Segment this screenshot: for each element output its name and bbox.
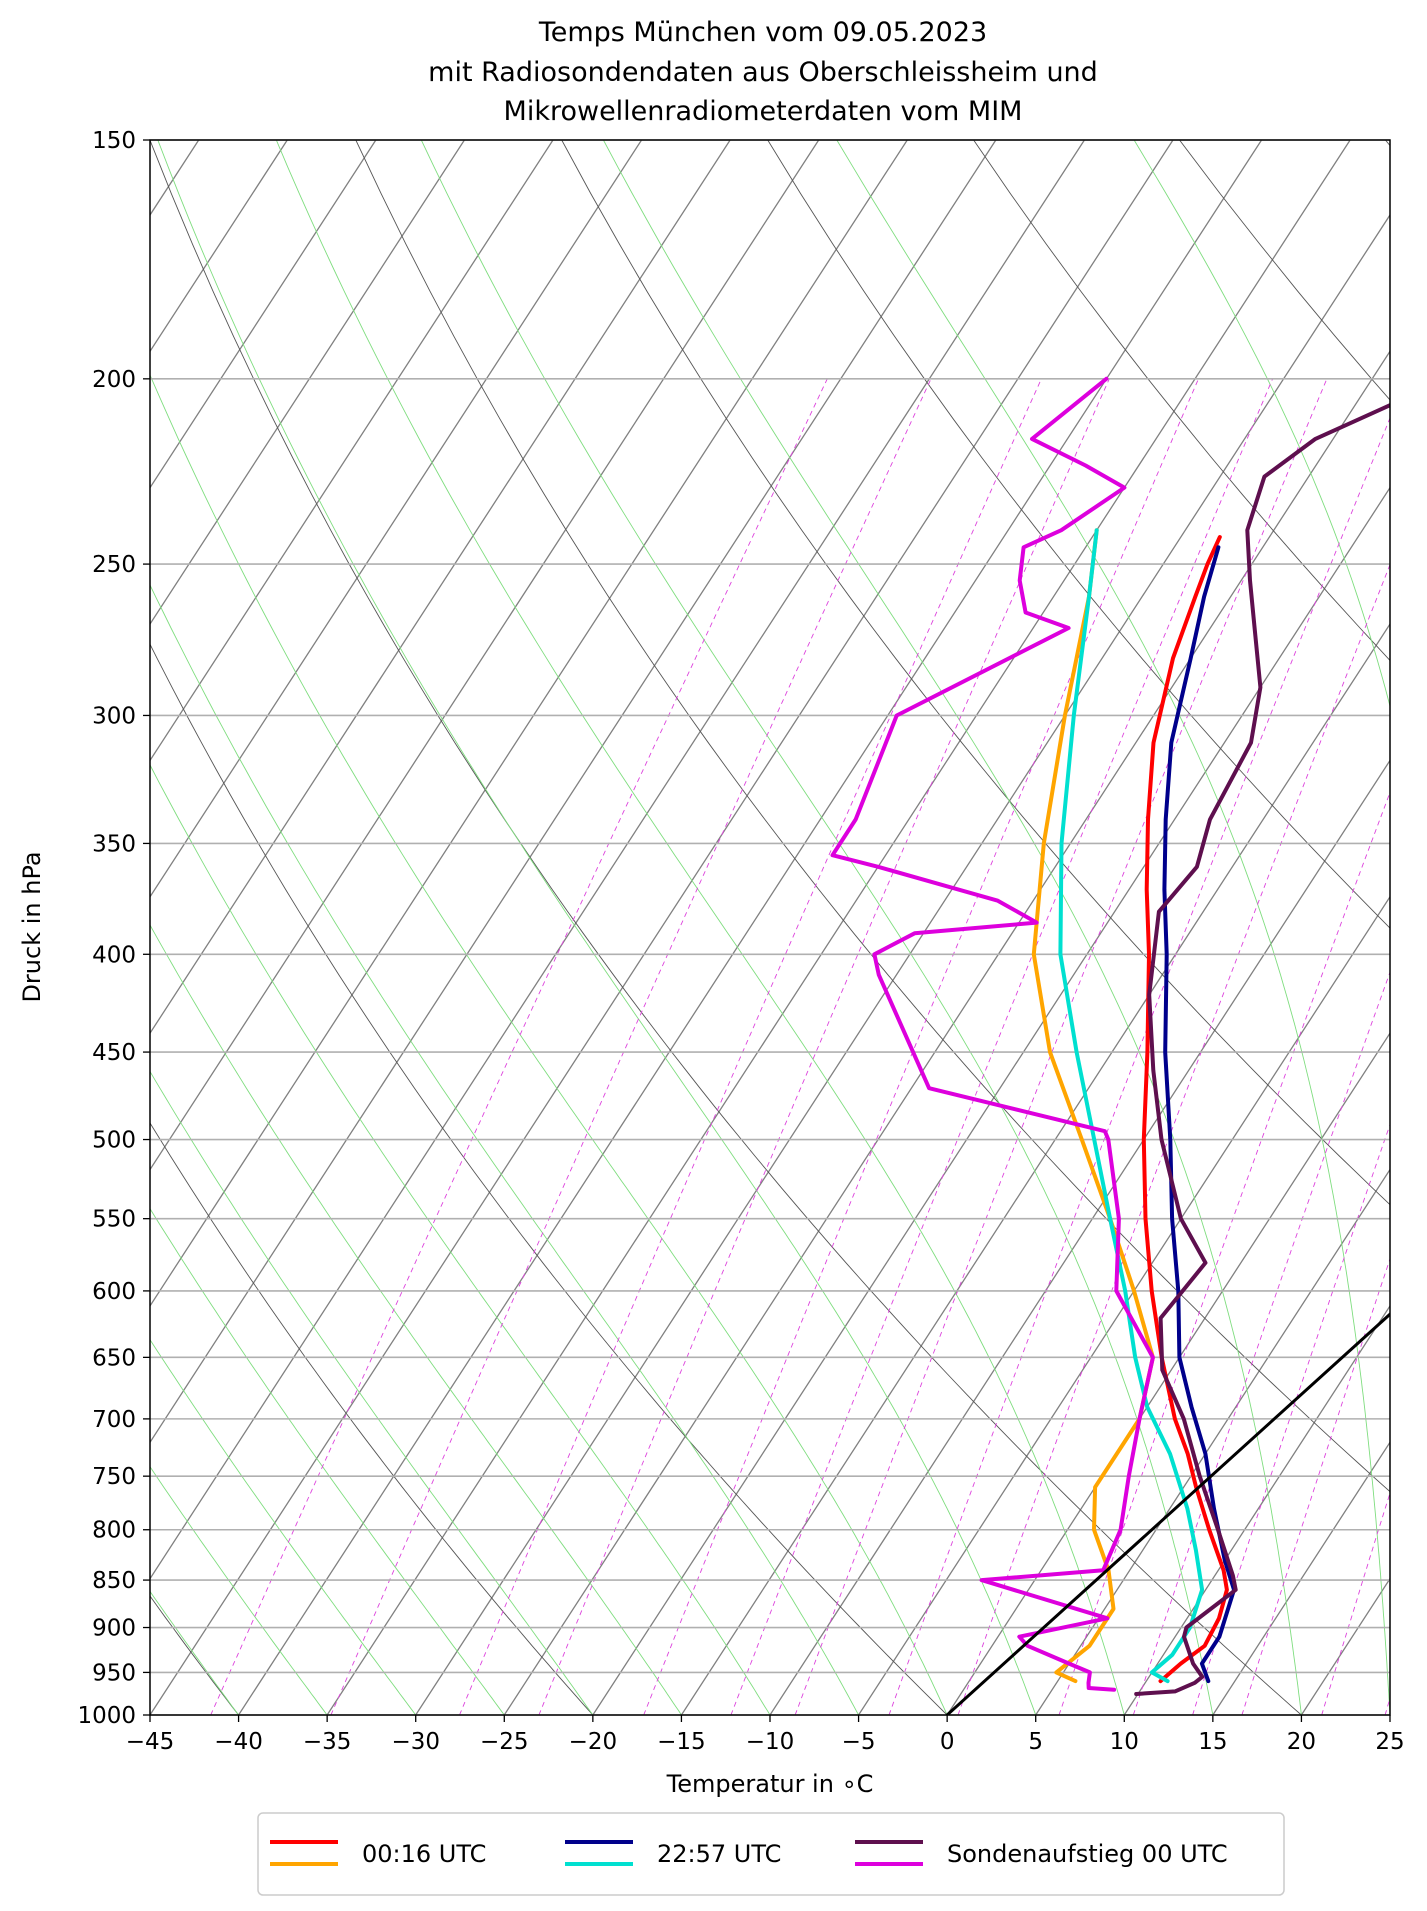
y-tick-label: 650 xyxy=(92,1345,136,1371)
x-tick-label: −20 xyxy=(569,1729,618,1755)
y-tick-label: 600 xyxy=(92,1279,136,1305)
y-axis-label: Druck in hPa xyxy=(18,851,46,1002)
x-tick-label: 20 xyxy=(1287,1729,1316,1755)
y-tick-label: 550 xyxy=(92,1207,136,1233)
y-tick-label: 1000 xyxy=(77,1703,136,1729)
y-tick-label: 700 xyxy=(92,1407,136,1433)
y-tick-label: 450 xyxy=(92,1040,136,1066)
y-tick-label: 500 xyxy=(92,1128,136,1154)
x-tick-label: 15 xyxy=(1198,1729,1227,1755)
x-tick-label: −15 xyxy=(657,1729,706,1755)
y-tick-label: 850 xyxy=(92,1568,136,1594)
y-tick-label: 350 xyxy=(92,831,136,857)
x-tick-label: −40 xyxy=(214,1729,263,1755)
x-axis-label: Temperatur in ∘C xyxy=(666,1770,874,1798)
x-tick-label: −45 xyxy=(126,1729,175,1755)
chart-title-line-3: Mikrowellenradiometerdaten vom MIM xyxy=(504,96,1023,127)
y-tick-label: 800 xyxy=(92,1518,136,1544)
y-tick-label: 750 xyxy=(92,1464,136,1490)
y-tick-label: 300 xyxy=(92,703,136,729)
chart-title-line-1: Temps München vom 09.05.2023 xyxy=(538,17,987,48)
x-tick-label: 0 xyxy=(940,1729,955,1755)
y-tick-label: 950 xyxy=(92,1660,136,1686)
x-tick-label: −5 xyxy=(842,1729,876,1755)
x-tick-label: 25 xyxy=(1375,1729,1404,1755)
legend-label: Sondenaufstieg 00 UTC xyxy=(947,1840,1228,1868)
x-tick-label: −25 xyxy=(480,1729,529,1755)
x-tick-label: −35 xyxy=(303,1729,352,1755)
y-tick-label: 150 xyxy=(92,128,136,154)
y-tick-label: 200 xyxy=(92,367,136,393)
chart-title-line-2: mit Radiosondendaten aus Oberschleisshei… xyxy=(428,57,1098,88)
legend-label: 00:16 UTC xyxy=(362,1840,486,1868)
x-tick-label: −30 xyxy=(391,1729,440,1755)
y-tick-label: 250 xyxy=(92,552,136,578)
x-tick-label: 5 xyxy=(1028,1729,1043,1755)
x-tick-label: 10 xyxy=(1110,1729,1139,1755)
y-tick-label: 400 xyxy=(92,942,136,968)
y-tick-label: 900 xyxy=(92,1616,136,1642)
legend-label: 22:57 UTC xyxy=(657,1840,781,1868)
x-tick-label: −10 xyxy=(746,1729,795,1755)
legend: 00:16 UTC 22:57 UTC Sondenaufstieg 00 UTC xyxy=(258,1813,1284,1895)
